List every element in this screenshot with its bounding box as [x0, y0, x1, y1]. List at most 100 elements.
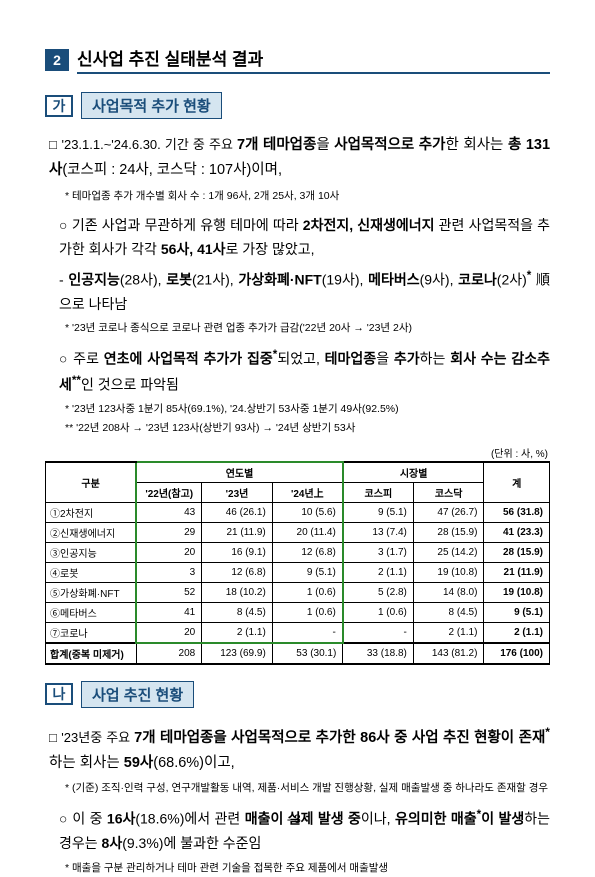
- text: ○ 기존 사업과 무관하게 유행 테마에 따라: [59, 217, 303, 233]
- text: (21사),: [192, 271, 238, 287]
- cell-label: 합계(중복 미제거): [46, 643, 137, 664]
- table-row: ②신재생에너지2921 (11.9)20 (11.4)13 (7.4)28 (1…: [46, 522, 550, 542]
- cell: 13 (7.4): [343, 522, 414, 542]
- text: 8사: [102, 835, 123, 851]
- cell-label: ⑤가상화폐·NFT: [46, 582, 137, 602]
- cell-total: 19 (10.8): [484, 582, 550, 602]
- th-year: 연도별: [136, 462, 343, 483]
- cell: 28 (15.9): [413, 522, 484, 542]
- cell: 53 (30.1): [272, 643, 343, 664]
- note-a3: * '23년 코로나 종식으로 코로나 관련 업종 추가가 급감('22년 20…: [65, 320, 550, 337]
- text: 을: [316, 137, 334, 153]
- th-y24: '24년上: [272, 482, 343, 502]
- table-row: ⑥메타버스418 (4.5)1 (0.6)1 (0.6)8 (4.5)9 (5.…: [46, 602, 550, 622]
- text: (9.3%)에 불과한 수준임: [122, 835, 261, 851]
- text: ○ 주로: [59, 351, 104, 367]
- subsection-a-header: 가 사업목적 추가 현황: [45, 92, 550, 119]
- cell-total: 28 (15.9): [484, 542, 550, 562]
- cell: 12 (6.8): [202, 562, 273, 582]
- text: (2사): [497, 271, 527, 287]
- text: 7개 테마업종을 사업목적으로 추가한 86사 중 사업 추진 현황이 존재: [134, 730, 545, 746]
- cell: 25 (14.2): [413, 542, 484, 562]
- section-number-box: 2: [45, 49, 69, 71]
- text: 되었고,: [277, 351, 324, 367]
- cell: 20: [136, 622, 202, 643]
- text: 인 것으로 파악됨: [81, 377, 179, 393]
- text: (68.6%)이고,: [153, 755, 234, 771]
- cell-label: ⑥메타버스: [46, 602, 137, 622]
- text: 을: [376, 351, 394, 367]
- cell: -: [272, 622, 343, 643]
- theme-table: 구분 연도별 시장별 계 '22년(참고) '23년 '24년上 코스피 코스닥…: [45, 461, 550, 665]
- cell: 19 (10.8): [413, 562, 484, 582]
- cell: 16 (9.1): [202, 542, 273, 562]
- text: 가상화폐·NFT: [238, 271, 321, 287]
- cell-total: 176 (100): [484, 643, 550, 664]
- page-number: - 3 -: [0, 812, 595, 826]
- subsection-a-title: 사업목적 추가 현황: [81, 92, 222, 119]
- cell-label: ⑦코로나: [46, 622, 137, 643]
- text: 하는 회사는: [49, 755, 124, 771]
- para-a2: ○ 기존 사업과 무관하게 유행 테마에 따라 2차전지, 신재생에너지 관련 …: [59, 213, 550, 262]
- subsection-b-letter: 나: [45, 683, 73, 705]
- text: 코로나: [458, 271, 497, 287]
- cell: 18 (10.2): [202, 582, 273, 602]
- text: 하는: [420, 351, 451, 367]
- cell-total: 56 (31.8): [484, 502, 550, 522]
- table-row: ⑦코로나202 (1.1)--2 (1.1)2 (1.1): [46, 622, 550, 643]
- para-a1: □ '23.1.1.~'24.6.30. 기간 중 주요 7개 테마업종을 사업…: [49, 133, 550, 184]
- note-a4a: * '23년 123사중 1분기 85사(69.1%), '24.상반기 53사…: [65, 401, 550, 418]
- cell-total: 2 (1.1): [484, 622, 550, 643]
- table-row: ③인공지능2016 (9.1)12 (6.8)3 (1.7)25 (14.2)2…: [46, 542, 550, 562]
- note-b2: * 매출을 구분 관리하거나 테마 관련 기술을 접목한 주요 제품에서 매출발…: [65, 860, 550, 877]
- cell: 21 (11.9): [202, 522, 273, 542]
- cell: 9 (5.1): [343, 502, 414, 522]
- cell: 10 (5.6): [272, 502, 343, 522]
- cell: 52: [136, 582, 202, 602]
- th-kosdaq: 코스닥: [413, 482, 484, 502]
- th-y22: '22년(참고): [136, 482, 202, 502]
- cell: 33 (18.8): [343, 643, 414, 664]
- cell: 9 (5.1): [272, 562, 343, 582]
- table-unit: (단위 : 사, %): [45, 445, 548, 460]
- table-row-total: 합계(중복 미제거)208123 (69.9)53 (30.1)33 (18.8…: [46, 643, 550, 664]
- th-category: 구분: [46, 462, 137, 503]
- cell: 20: [136, 542, 202, 562]
- cell: 14 (8.0): [413, 582, 484, 602]
- text: -: [59, 271, 68, 287]
- text: 56사, 41사: [161, 241, 226, 257]
- cell-total: 9 (5.1): [484, 602, 550, 622]
- footnote-marker: **: [72, 374, 81, 387]
- subsection-a-letter: 가: [45, 95, 73, 117]
- para-a3: - 인공지능(28사), 로봇(21사), 가상화폐·NFT(19사), 메타버…: [59, 266, 550, 317]
- note-a4b: ** '22년 208사 → '23년 123사(상반기 93사) → '24년…: [65, 420, 550, 437]
- section-header: 2 신사업 추진 실태분석 결과: [45, 45, 550, 74]
- th-kospi: 코스피: [343, 482, 414, 502]
- cell: 8 (4.5): [413, 602, 484, 622]
- text: 7개 테마업종: [237, 137, 316, 153]
- subsection-b-title: 사업 추진 현황: [81, 681, 194, 708]
- text: 인공지능: [68, 271, 120, 287]
- text: 로봇: [166, 271, 192, 287]
- cell-label: ③인공지능: [46, 542, 137, 562]
- subsection-b-header: 나 사업 추진 현황: [45, 681, 550, 708]
- cell-total: 21 (11.9): [484, 562, 550, 582]
- cell: 2 (1.1): [413, 622, 484, 643]
- cell: 2 (1.1): [343, 562, 414, 582]
- text: 테마업종: [325, 351, 377, 367]
- text: 로 가장 많았고,: [226, 241, 315, 257]
- text: (9사),: [420, 271, 459, 287]
- section-title: 신사업 추진 실태분석 결과: [77, 45, 550, 74]
- cell: 208: [136, 643, 202, 664]
- cell: 20 (11.4): [272, 522, 343, 542]
- para-a4: ○ 주로 연초에 사업목적 추가가 집중*되었고, 테마업종을 추가하는 회사 …: [59, 345, 550, 397]
- cell: 43: [136, 502, 202, 522]
- text: (코스피 : 24사, 코스닥 : 107사)이며,: [62, 162, 282, 178]
- note-b1: * (기준) 조직·인력 구성, 연구개발활동 내역, 제품·서비스 개발 진행…: [65, 780, 550, 797]
- text: 연초에 사업목적 추가가 집중: [104, 351, 273, 367]
- cell: 41: [136, 602, 202, 622]
- cell-label: ①2차전지: [46, 502, 137, 522]
- table-row: ④로봇312 (6.8)9 (5.1)2 (1.1)19 (10.8)21 (1…: [46, 562, 550, 582]
- cell-total: 41 (23.3): [484, 522, 550, 542]
- cell: 1 (0.6): [272, 602, 343, 622]
